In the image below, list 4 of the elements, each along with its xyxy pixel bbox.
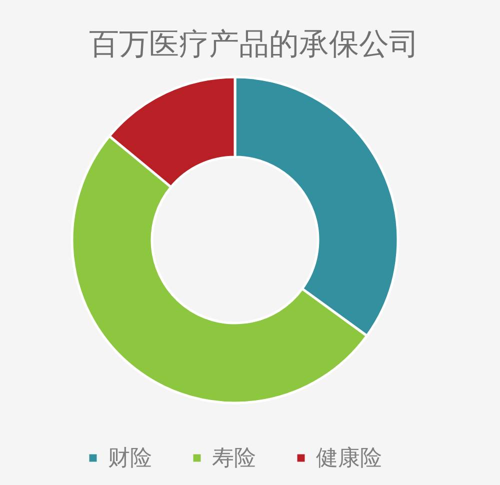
legend-label: 财险 bbox=[108, 446, 152, 471]
legend-label: 健康险 bbox=[316, 446, 382, 471]
chart-title: 百万医疗产品的承保公司 bbox=[89, 27, 419, 62]
legend-label: 寿险 bbox=[212, 446, 256, 471]
